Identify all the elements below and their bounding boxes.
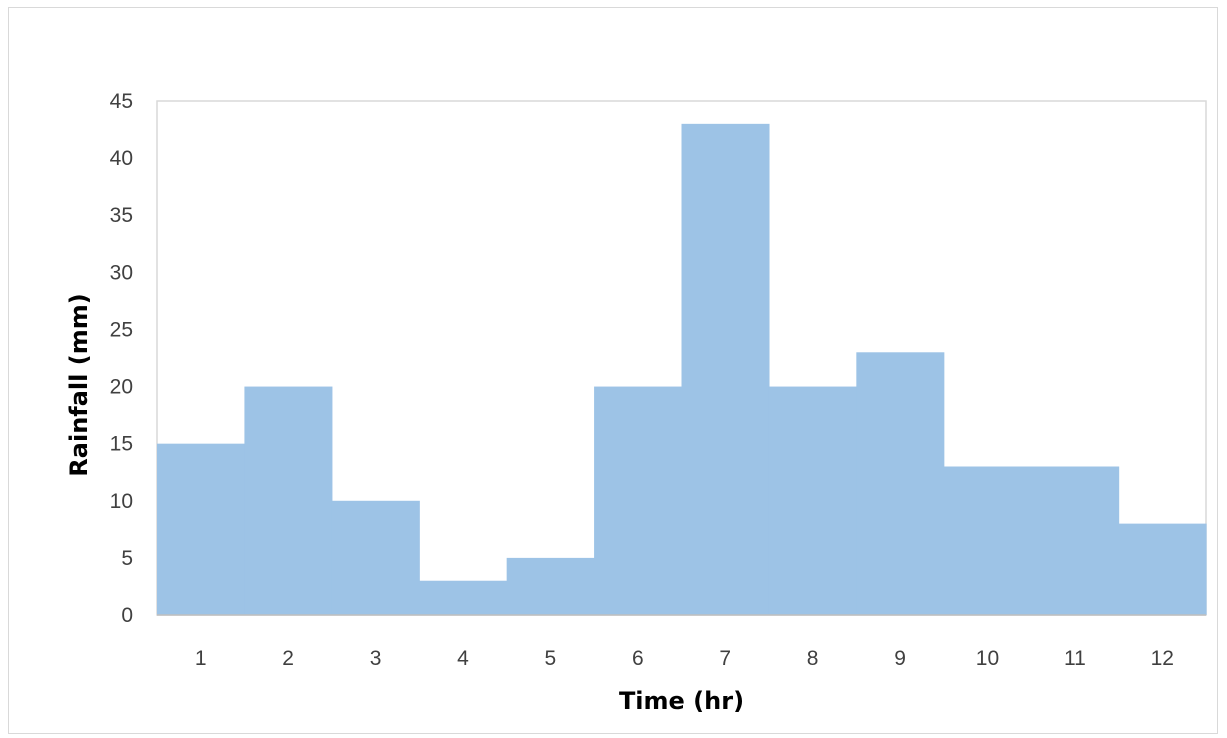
step-bar-6 bbox=[594, 386, 683, 615]
y-tick-label: 30 bbox=[110, 261, 133, 284]
step-bar-3 bbox=[331, 500, 420, 615]
step-bar-9 bbox=[856, 352, 945, 615]
x-tick-label: 12 bbox=[1151, 647, 1174, 670]
y-tick-label: 20 bbox=[110, 376, 133, 399]
y-tick-label: 45 bbox=[110, 90, 133, 113]
step-bar-1 bbox=[157, 443, 246, 615]
x-tick-labels: 1 2 3 4 5 6 7 8 9 10 11 12 bbox=[195, 647, 1174, 670]
x-tick-label: 2 bbox=[282, 647, 294, 670]
step-bar-7 bbox=[681, 123, 770, 615]
y-tick-label: 25 bbox=[110, 318, 133, 341]
step-bar-5 bbox=[506, 557, 595, 615]
y-tick-label: 35 bbox=[110, 204, 133, 227]
step-bar-11 bbox=[1031, 466, 1120, 615]
x-tick-label: 7 bbox=[719, 647, 731, 670]
x-tick-label: 11 bbox=[1064, 647, 1086, 670]
x-tick-label: 1 bbox=[195, 647, 207, 670]
step-bar-12 bbox=[1118, 523, 1207, 615]
x-tick-label: 9 bbox=[894, 647, 906, 670]
step-bar-2 bbox=[244, 386, 333, 615]
x-tick-label: 4 bbox=[457, 647, 469, 670]
y-tick-label: 0 bbox=[121, 604, 133, 627]
x-axis-title: Time (hr) bbox=[619, 687, 744, 715]
y-tick-label: 10 bbox=[110, 490, 133, 513]
y-axis-title: Rainfall (mm) bbox=[65, 293, 93, 476]
step-bar-10 bbox=[943, 466, 1032, 615]
x-tick-label: 8 bbox=[807, 647, 819, 670]
x-tick-label: 5 bbox=[545, 647, 557, 670]
y-tick-label: 5 bbox=[121, 547, 133, 570]
plot-area bbox=[156, 100, 1207, 616]
step-bar-4 bbox=[419, 580, 508, 615]
y-tick-label: 15 bbox=[110, 433, 133, 456]
x-tick-label: 6 bbox=[632, 647, 644, 670]
x-tick-label: 3 bbox=[370, 647, 382, 670]
step-bar-8 bbox=[768, 386, 857, 615]
y-tick-label: 40 bbox=[110, 147, 133, 170]
y-tick-labels: 0 5 10 15 20 25 30 35 40 45 bbox=[110, 90, 133, 627]
x-tick-label: 10 bbox=[976, 647, 999, 670]
